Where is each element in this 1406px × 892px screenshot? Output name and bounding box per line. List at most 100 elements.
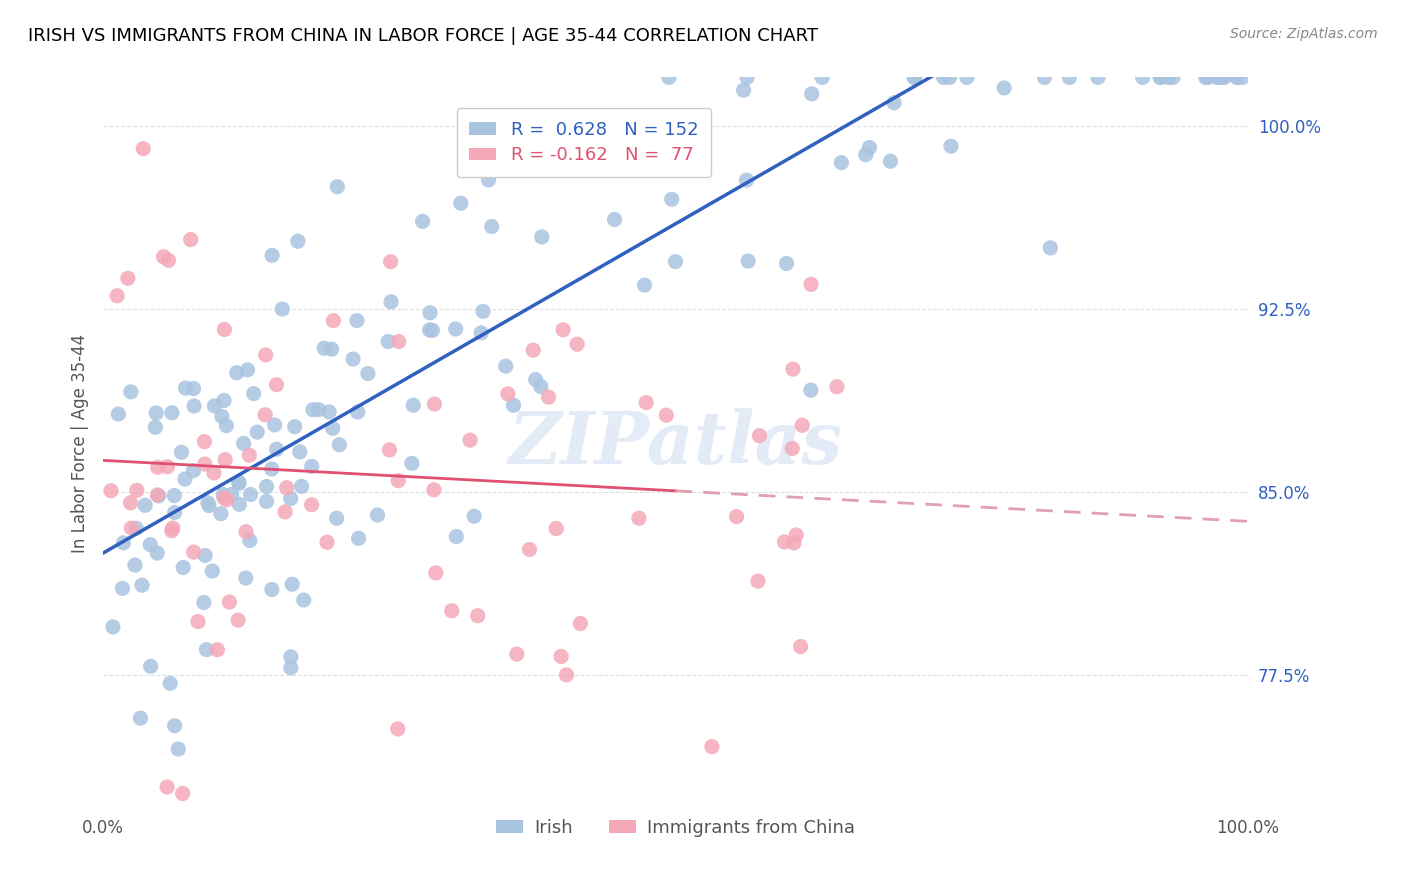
Point xyxy=(314,341,336,355)
Point xyxy=(271,301,294,316)
Point xyxy=(183,545,205,559)
Point xyxy=(939,139,962,153)
Point xyxy=(274,505,297,519)
Point xyxy=(444,322,467,336)
Point xyxy=(1132,70,1154,85)
Point xyxy=(124,558,146,572)
Point xyxy=(198,499,221,513)
Point xyxy=(481,219,503,234)
Point xyxy=(172,560,194,574)
Point xyxy=(172,787,194,801)
Point xyxy=(1212,70,1234,85)
Point xyxy=(163,719,186,733)
Point xyxy=(239,487,262,501)
Point xyxy=(302,402,325,417)
Point xyxy=(228,475,250,490)
Legend: Irish, Immigrants from China: Irish, Immigrants from China xyxy=(489,812,862,844)
Point xyxy=(112,536,135,550)
Point xyxy=(700,739,723,754)
Point xyxy=(636,395,658,409)
Point xyxy=(627,511,650,525)
Point xyxy=(506,647,529,661)
Point xyxy=(132,142,155,156)
Point xyxy=(254,408,277,422)
Point xyxy=(193,596,215,610)
Point xyxy=(463,509,485,524)
Point xyxy=(318,405,340,419)
Point xyxy=(530,230,553,244)
Point xyxy=(658,70,681,85)
Point xyxy=(423,483,446,497)
Point xyxy=(661,192,683,206)
Point xyxy=(163,489,186,503)
Point xyxy=(737,254,759,268)
Point xyxy=(883,95,905,110)
Point xyxy=(380,254,402,268)
Point xyxy=(498,162,520,177)
Point xyxy=(326,179,349,194)
Point xyxy=(565,337,588,351)
Point xyxy=(238,448,260,462)
Point xyxy=(146,546,169,560)
Point xyxy=(301,498,323,512)
Point xyxy=(1232,70,1254,85)
Point xyxy=(537,390,560,404)
Point xyxy=(879,154,901,169)
Point xyxy=(422,323,444,337)
Point xyxy=(207,642,229,657)
Point xyxy=(183,382,205,396)
Text: Source: ZipAtlas.com: Source: ZipAtlas.com xyxy=(1230,27,1378,41)
Point xyxy=(262,248,284,262)
Point xyxy=(789,640,811,654)
Point xyxy=(256,479,278,493)
Point xyxy=(180,233,202,247)
Point xyxy=(569,616,592,631)
Point xyxy=(775,256,797,270)
Point xyxy=(496,387,519,401)
Point xyxy=(280,661,302,675)
Point xyxy=(782,362,804,376)
Point xyxy=(342,352,364,367)
Point xyxy=(308,402,330,417)
Point xyxy=(194,549,217,563)
Point xyxy=(387,722,409,736)
Point xyxy=(287,234,309,248)
Point xyxy=(125,521,148,535)
Point xyxy=(221,487,243,501)
Point xyxy=(254,348,277,362)
Point xyxy=(226,613,249,627)
Point xyxy=(380,294,402,309)
Point xyxy=(194,457,217,471)
Point xyxy=(134,498,156,512)
Point xyxy=(288,445,311,459)
Point xyxy=(212,487,235,501)
Point xyxy=(495,359,517,373)
Point xyxy=(1195,70,1218,85)
Point xyxy=(256,494,278,508)
Point xyxy=(655,409,678,423)
Point xyxy=(780,442,803,456)
Point xyxy=(1197,70,1219,85)
Point xyxy=(157,253,180,268)
Point xyxy=(401,456,423,470)
Point xyxy=(664,254,686,268)
Point xyxy=(800,87,823,101)
Point xyxy=(346,405,368,419)
Point xyxy=(825,380,848,394)
Point xyxy=(530,379,553,393)
Point xyxy=(325,511,347,525)
Point xyxy=(284,419,307,434)
Point xyxy=(204,399,226,413)
Point xyxy=(450,196,472,211)
Point xyxy=(785,528,807,542)
Point xyxy=(280,649,302,664)
Point xyxy=(440,604,463,618)
Point xyxy=(855,147,877,161)
Point xyxy=(105,289,128,303)
Point xyxy=(145,406,167,420)
Point xyxy=(280,491,302,506)
Point xyxy=(1149,70,1171,85)
Point xyxy=(292,593,315,607)
Point xyxy=(239,533,262,548)
Point xyxy=(347,531,370,545)
